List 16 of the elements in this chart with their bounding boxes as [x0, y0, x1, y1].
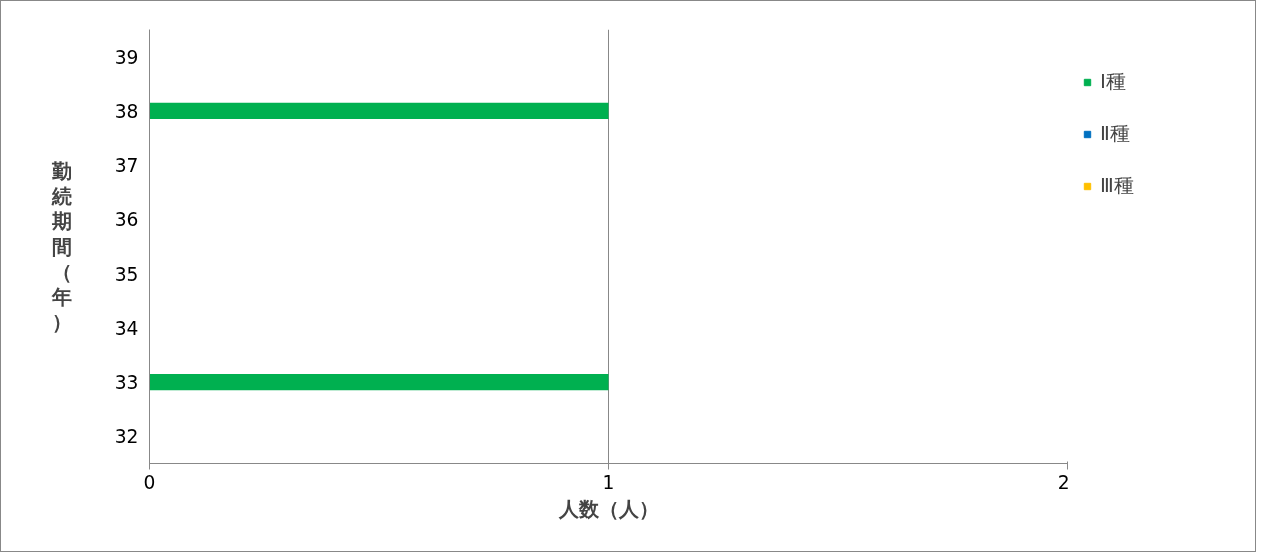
y-tick-label: 33	[114, 372, 139, 394]
legend-label: Ⅲ種	[1100, 172, 1134, 199]
y-tick-label: 39	[114, 46, 139, 68]
x-tick-label: 0	[143, 471, 156, 493]
y-tick-label: 35	[114, 263, 139, 285]
x-tick-label: 2	[1057, 471, 1070, 493]
y-axis-title: 勤続期間（年）	[50, 158, 72, 335]
x-axis-title: 人数（人）	[557, 496, 659, 521]
y-tick-label: 38	[114, 100, 139, 122]
legend-label: Ⅱ種	[1100, 120, 1130, 147]
y-tick-label: 37	[114, 155, 139, 177]
x-tick-label: 1	[602, 471, 615, 493]
y-tick-label: 34	[114, 317, 139, 339]
y-tick-label: 32	[114, 426, 139, 448]
legend-label: Ⅰ種	[1100, 68, 1126, 95]
y-tick-label: 36	[114, 209, 139, 231]
